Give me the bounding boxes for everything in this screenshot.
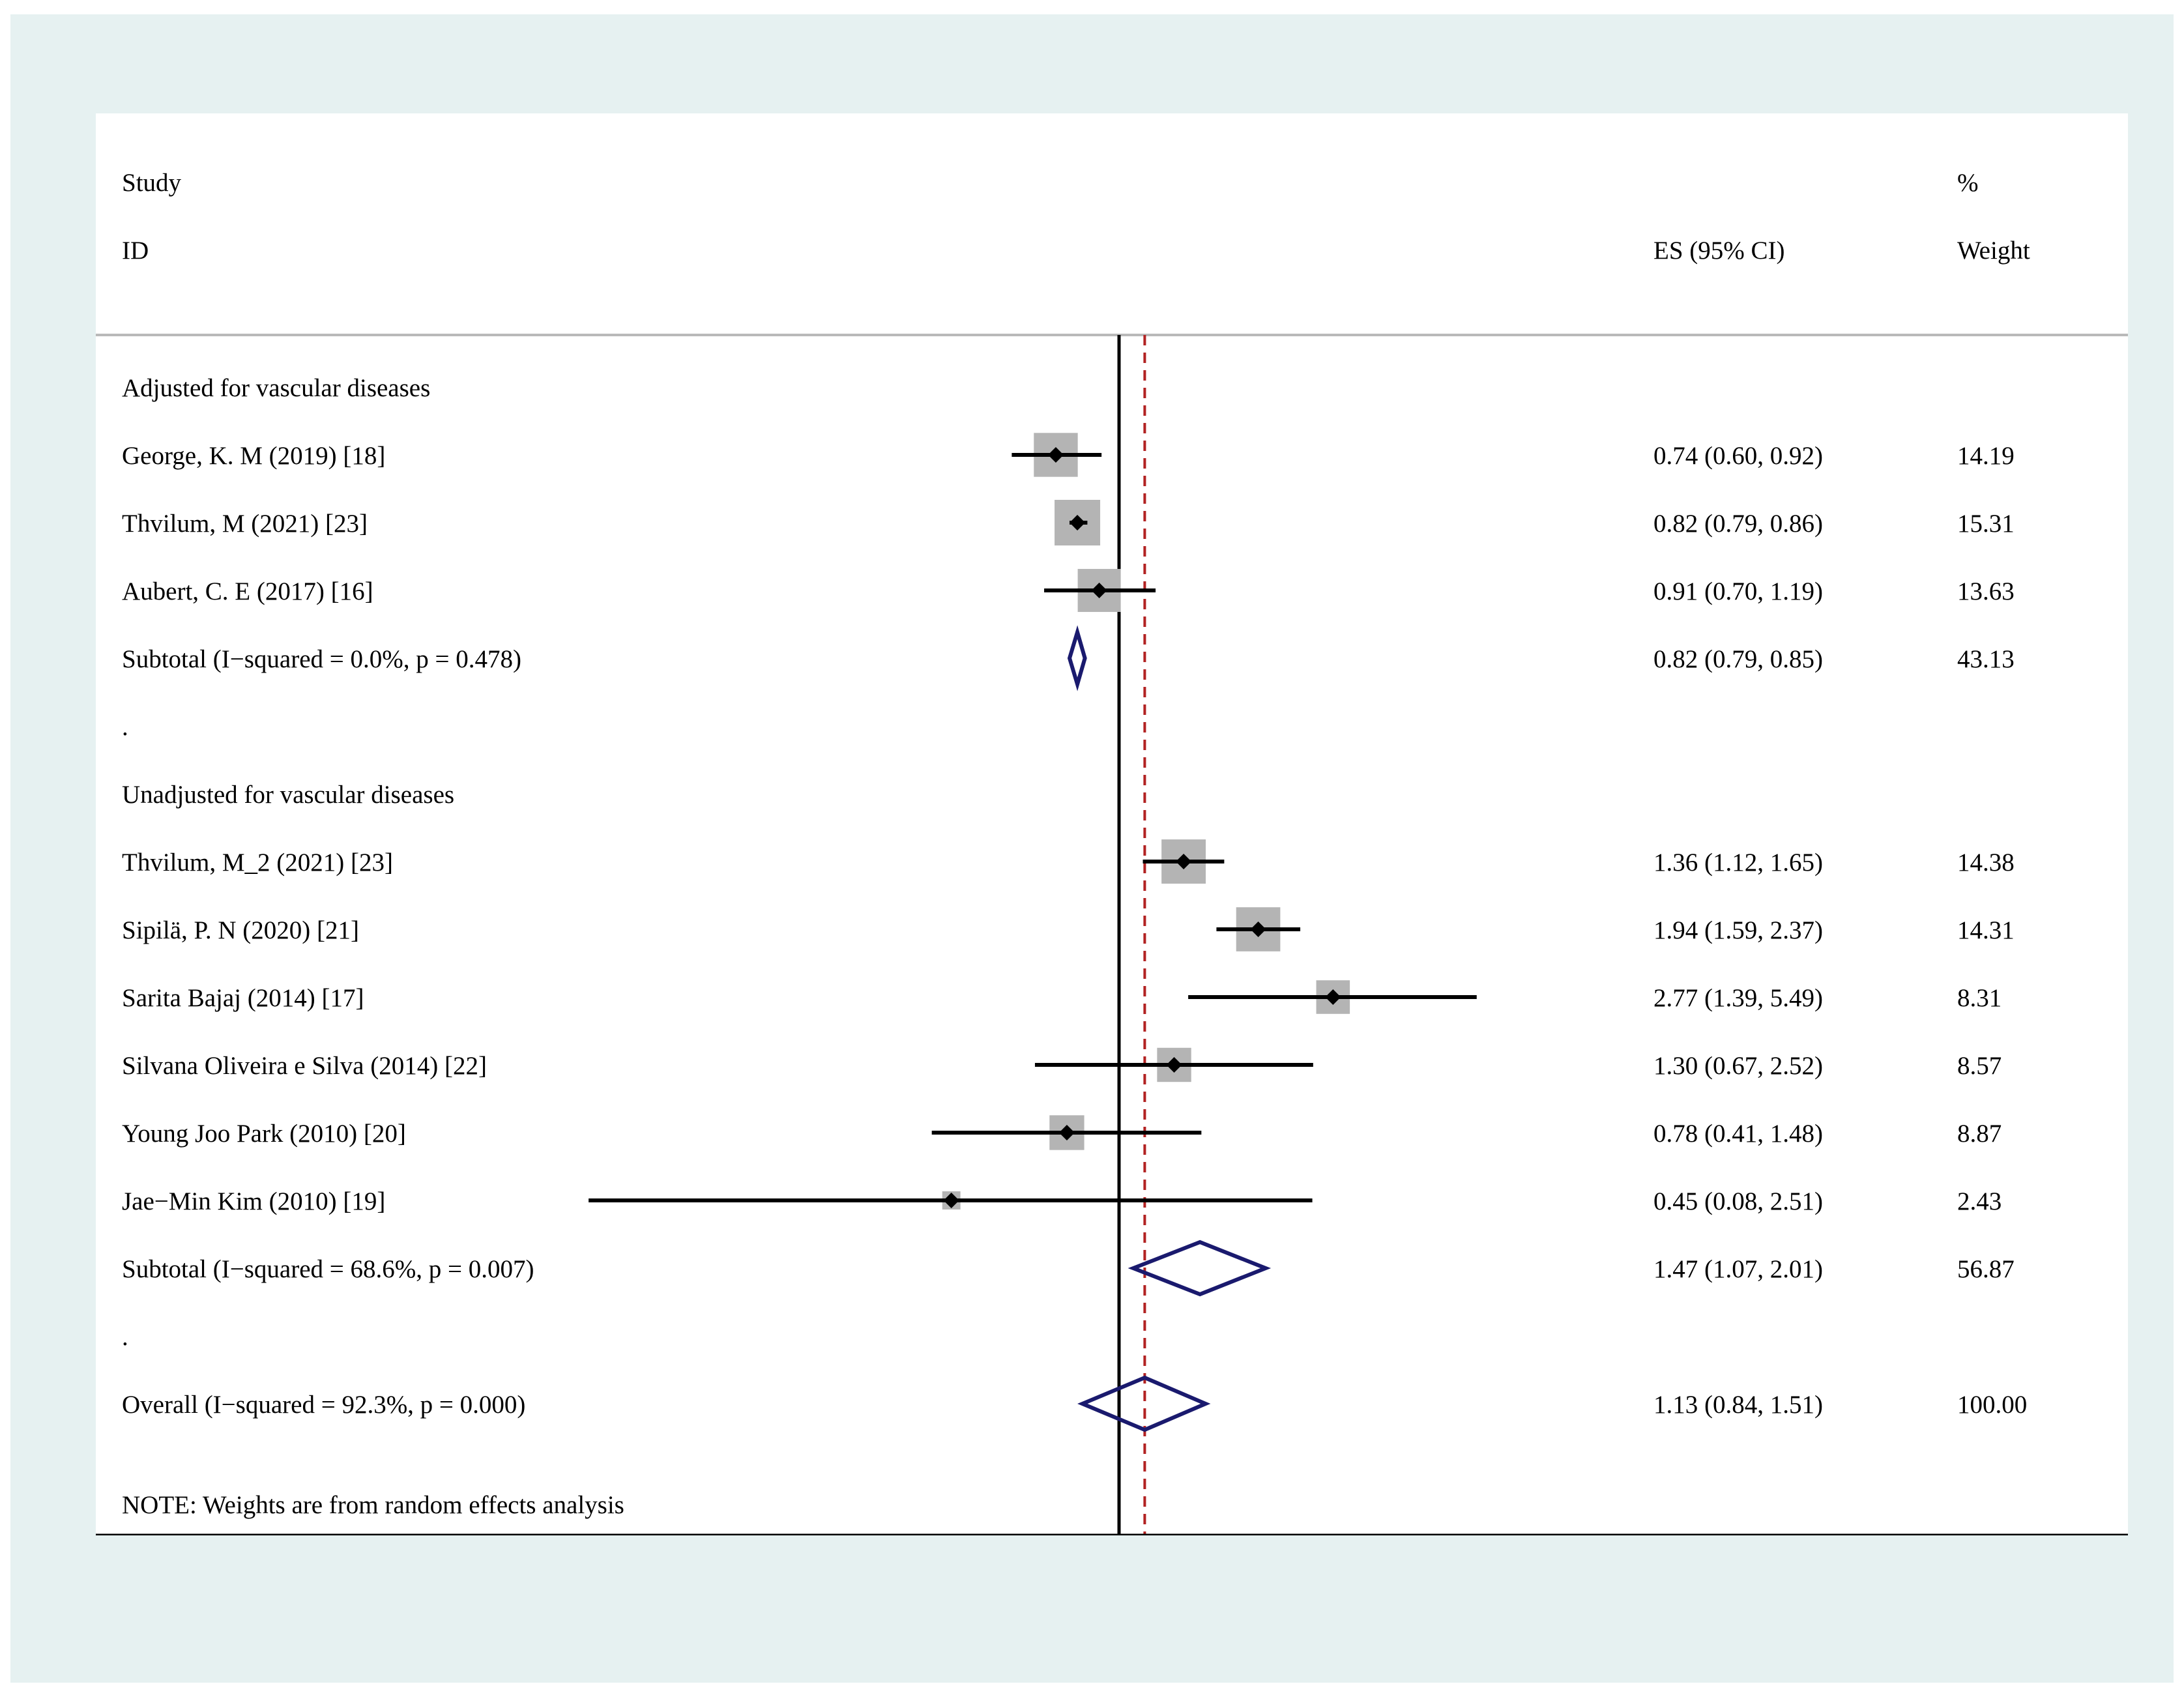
row-weight: 14.38 (1957, 848, 2015, 877)
row-label: . (122, 1323, 128, 1351)
point-estimate-marker (1070, 515, 1086, 530)
point-estimate-marker (1176, 854, 1192, 869)
row-weight: 14.19 (1957, 442, 2015, 470)
row-spacer: . (122, 713, 128, 741)
point-estimate-marker (943, 1193, 959, 1208)
row-label: Unadjusted for vascular diseases (122, 781, 454, 809)
row-es-ci: 0.74 (0.60, 0.92) (1653, 442, 1823, 470)
row-label: Thvilum, M (2021) [23] (122, 510, 368, 538)
row-label: Subtotal (I−squared = 68.6%, p = 0.007) (122, 1255, 534, 1283)
row-weight: 8.87 (1957, 1120, 2002, 1148)
row-study: Young Joo Park (2010) [20] 0.78 (0.41, 1.… (122, 1115, 2002, 1150)
row-weight: 56.87 (1957, 1255, 2015, 1283)
row-label: Jae−Min Kim (2010) [19] (122, 1187, 385, 1215)
row-study: Silvana Oliveira e Silva (2014) [22] 1.30… (122, 1047, 2002, 1082)
header-weight: Weight (1957, 237, 2030, 265)
subtotal-diamond (1067, 625, 1087, 691)
chart-frame: Study ID ES (95% CI) % Weight Adjusted f… (10, 14, 2174, 1683)
row-study: Jae−Min Kim (2010) [19] 0.45 (0.08, 2.51)… (122, 1187, 2002, 1215)
row-es-ci: 2.77 (1.39, 5.49) (1653, 984, 1823, 1012)
row-label: Sipilä, P. N (2020) [21] (122, 916, 359, 944)
row-study: Sarita Bajaj (2014) [17] 2.77 (1.39, 5.49… (122, 980, 2002, 1014)
point-estimate-marker (1047, 447, 1064, 463)
row-es-ci: 0.82 (0.79, 0.85) (1653, 645, 1823, 673)
row-es-ci: 0.78 (0.41, 1.48) (1653, 1120, 1823, 1148)
row-label: Adjusted for vascular diseases (122, 374, 430, 402)
row-weight: 14.31 (1957, 916, 2015, 944)
header-study: Study (122, 169, 182, 197)
row-study: Thvilum, M (2021) [23] 0.82 (0.79, 0.86) 1… (122, 500, 2015, 545)
row-es-ci: 1.30 (0.67, 2.52) (1653, 1052, 1823, 1080)
row-es-ci: 0.91 (0.70, 1.19) (1653, 577, 1823, 605)
row-es-ci: 1.36 (1.12, 1.65) (1653, 848, 1823, 877)
row-study: Thvilum, M_2 (2021) [23] 1.36 (1.12, 1.65… (122, 839, 2015, 884)
row-label: Sarita Bajaj (2014) [17] (122, 984, 364, 1012)
point-estimate-marker (1091, 583, 1107, 598)
row-study: Sipilä, P. N (2020) [21] 1.94 (1.59, 2.37… (122, 907, 2015, 951)
row-weight: 100.00 (1957, 1391, 2027, 1419)
point-estimate-marker (1325, 989, 1341, 1005)
row-label: Subtotal (I−squared = 0.0%, p = 0.478) (122, 645, 521, 673)
row-label: . (122, 713, 128, 741)
row-subtotal: Subtotal (I−squared = 68.6%, p = 0.007) 1… (122, 1240, 2015, 1297)
header-weight-symbol: % (1957, 169, 1979, 197)
row-weight: 15.31 (1957, 510, 2015, 538)
row-es-ci: 0.82 (0.79, 0.86) (1653, 510, 1823, 538)
point-estimate-marker (1250, 921, 1266, 937)
row-es-ci: 0.45 (0.08, 2.51) (1653, 1187, 1823, 1215)
footnote: NOTE: Weights are from random effects an… (122, 1491, 624, 1519)
header-id: ID (122, 237, 149, 265)
subtotal-diamond (1128, 1240, 1272, 1297)
row-es-ci: 1.47 (1.07, 2.01) (1653, 1255, 1823, 1283)
row-weight: 43.13 (1957, 645, 2015, 673)
row-label: George, K. M (2019) [18] (122, 442, 385, 470)
point-estimate-marker (1166, 1057, 1182, 1073)
header-es: ES (95% CI) (1653, 237, 1784, 265)
row-subtotal: Subtotal (I−squared = 0.0%, p = 0.478) 0.… (122, 625, 2015, 691)
point-estimate-marker (1058, 1125, 1075, 1140)
row-label: Thvilum, M_2 (2021) [23] (122, 848, 393, 877)
row-study: George, K. M (2019) [18] 0.74 (0.60, 0.92… (122, 433, 2015, 477)
row-label: Overall (I−squared = 92.3%, p = 0.000) (122, 1391, 525, 1419)
row-es-ci: 1.13 (0.84, 1.51) (1653, 1391, 1823, 1419)
row-weight: 8.57 (1957, 1052, 2002, 1080)
row-weight: 8.31 (1957, 984, 2002, 1012)
column-headers: Study ID ES (95% CI) % Weight (122, 169, 2030, 265)
row-spacer: . (122, 1323, 128, 1351)
row-weight: 13.63 (1957, 577, 2015, 605)
row-label: Silvana Oliveira e Silva (2014) [22] (122, 1052, 487, 1080)
row-label: Young Joo Park (2010) [20] (122, 1120, 406, 1148)
forest-plot: Study ID ES (95% CI) % Weight Adjusted f… (96, 169, 2128, 1535)
row-label: Aubert, C. E (2017) [16] (122, 577, 373, 605)
row-group: Unadjusted for vascular diseases (122, 781, 454, 809)
row-group: Adjusted for vascular diseases (122, 374, 430, 402)
row-study: Aubert, C. E (2017) [16] 0.91 (0.70, 1.19… (122, 568, 2015, 613)
row-es-ci: 1.94 (1.59, 2.37) (1653, 916, 1823, 944)
row-weight: 2.43 (1957, 1187, 2002, 1215)
forest-plot-panel: Study ID ES (95% CI) % Weight Adjusted f… (96, 113, 2128, 1535)
row-overall: Overall (I−squared = 92.3%, p = 0.000) 1.… (122, 1375, 2027, 1432)
overall-diamond (1077, 1375, 1211, 1432)
